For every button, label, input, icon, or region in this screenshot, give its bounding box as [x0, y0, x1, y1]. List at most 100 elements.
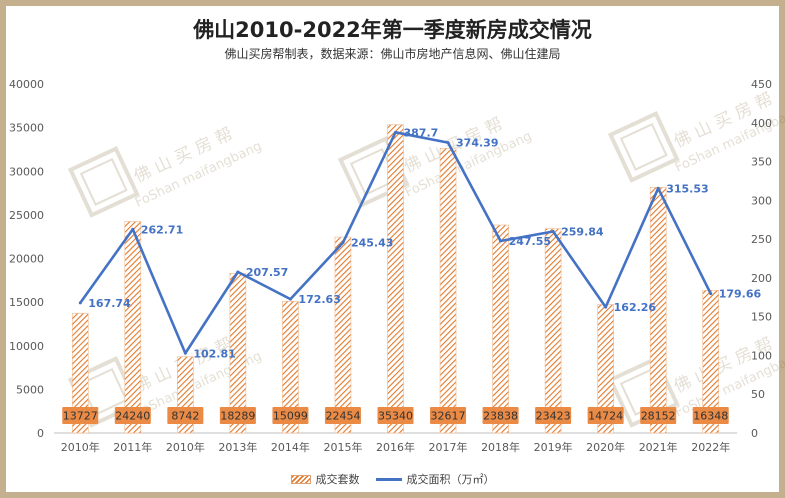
x-tick-label: 2015年: [323, 440, 362, 454]
chart-legend: 成交套数 成交面积（万㎡）: [0, 471, 785, 487]
y-right-tick-label: 300: [751, 194, 772, 207]
line-point: [446, 141, 450, 145]
bar: [544, 228, 562, 434]
watermark-logo-icon: [607, 111, 680, 183]
line-point: [236, 270, 240, 274]
line-value-label: 245.43: [351, 237, 393, 250]
watermark-logo-icon: [67, 146, 140, 218]
line-value-label: 172.63: [298, 293, 340, 306]
bar: [282, 300, 299, 434]
line-point: [131, 227, 135, 231]
y-right-tick-label: 400: [751, 117, 772, 130]
bar: [702, 290, 720, 434]
y-right-tick-label: 50: [751, 388, 765, 401]
line-value-label: 262.71: [141, 223, 183, 236]
bar-value-label-bg: [482, 407, 519, 424]
bar: [334, 236, 352, 434]
y-left-tick-label: 30000: [9, 165, 44, 178]
y-left-tick-label: 20000: [9, 253, 44, 266]
bar-value-label-bg: [272, 407, 309, 424]
bar-value-label: 8742: [171, 410, 199, 423]
line-value-label: 162.26: [614, 301, 657, 314]
bar-value-label-bg: [377, 407, 414, 424]
line-point: [341, 241, 345, 245]
x-tick-label: 2013年: [218, 440, 257, 454]
line-value-label: 102.81: [193, 347, 235, 360]
line-value-label: 247.55: [509, 235, 551, 248]
line-point: [499, 239, 503, 243]
x-tick-label: 2020年: [586, 440, 625, 454]
bar-value-label-bg: [114, 407, 151, 424]
y-left-tick-label: 40000: [9, 78, 44, 91]
bar-value-label-bg: [430, 407, 467, 424]
x-tick-label: 2010年: [61, 440, 100, 454]
y-left-tick-label: 35000: [9, 122, 44, 135]
bar-value-label: 14724: [588, 410, 623, 423]
line-value-label: 387.7: [404, 126, 439, 139]
x-tick-label: 2018年: [481, 440, 520, 454]
legend-label-line: 成交面积（万㎡）: [406, 473, 495, 486]
bar: [492, 224, 509, 434]
bar-value-label-bg: [535, 407, 572, 424]
legend-label-bars: 成交套数: [315, 473, 360, 486]
line-point: [656, 186, 660, 190]
bar: [439, 148, 457, 434]
bar-value-label-bg: [219, 407, 256, 424]
line-point: [551, 229, 555, 233]
bar-value-label-bg: [324, 407, 361, 424]
x-tick-label: 2019年: [534, 440, 573, 454]
y-left-tick-label: 0: [37, 427, 44, 440]
bar: [71, 312, 89, 434]
bar-value-label: 23838: [483, 410, 518, 423]
watermark-logo-inner: [79, 157, 128, 206]
chart-title: 佛山2010-2022年第一季度新房成交情况: [193, 18, 592, 42]
x-tick-label: 2011年: [113, 440, 152, 454]
y-left-tick-label: 10000: [9, 340, 44, 353]
bar-value-label: 23423: [536, 410, 571, 423]
y-right-tick-label: 350: [751, 156, 772, 169]
bar-value-label: 22454: [325, 410, 360, 423]
bar-value-label: 16348: [693, 410, 728, 423]
legend-swatch-bars: [290, 474, 311, 484]
line-value-label: 315.53: [666, 182, 708, 195]
line-point: [288, 297, 292, 301]
watermark-logo-inner: [619, 122, 668, 171]
y-left-tick-label: 5000: [16, 383, 44, 396]
legend-item-bars: 成交套数: [290, 471, 360, 487]
bar-value-label: 32617: [431, 410, 466, 423]
legend-swatch-line: [375, 477, 402, 481]
bar-value-label: 18289: [220, 410, 255, 423]
y-right-tick-label: 250: [751, 233, 772, 246]
x-tick-label: 2010年: [166, 440, 205, 454]
bar-value-label: 35340: [378, 410, 413, 423]
bar: [124, 221, 142, 434]
x-tick-label: 2021年: [639, 440, 678, 454]
line-point: [183, 351, 187, 355]
line-value-label: 167.74: [88, 297, 131, 310]
bar-value-label: 28152: [641, 410, 676, 423]
bar-value-label-bg: [167, 407, 204, 424]
bar-value-label: 15099: [273, 410, 308, 423]
y-right-tick-label: 100: [751, 349, 772, 362]
line-value-label: 259.84: [561, 225, 604, 238]
line-value-label: 207.57: [246, 266, 288, 279]
line-value-label: 179.66: [719, 288, 762, 301]
line-point: [604, 305, 608, 309]
line-value-label: 374.39: [456, 137, 498, 150]
bar-value-label-bg: [640, 407, 677, 424]
bar-value-label: 24240: [115, 410, 150, 423]
line-point: [709, 292, 713, 296]
bar-value-label-bg: [587, 407, 624, 424]
bar-value-label: 13727: [63, 410, 98, 423]
x-tick-label: 2022年: [691, 440, 730, 454]
y-right-tick-label: 150: [751, 311, 772, 324]
bar-value-label-bg: [62, 407, 99, 424]
bar: [387, 124, 404, 434]
line-point: [394, 130, 397, 134]
line-point: [78, 301, 82, 305]
y-left-tick-label: 25000: [9, 209, 44, 222]
x-tick-label: 2016年: [376, 440, 415, 454]
